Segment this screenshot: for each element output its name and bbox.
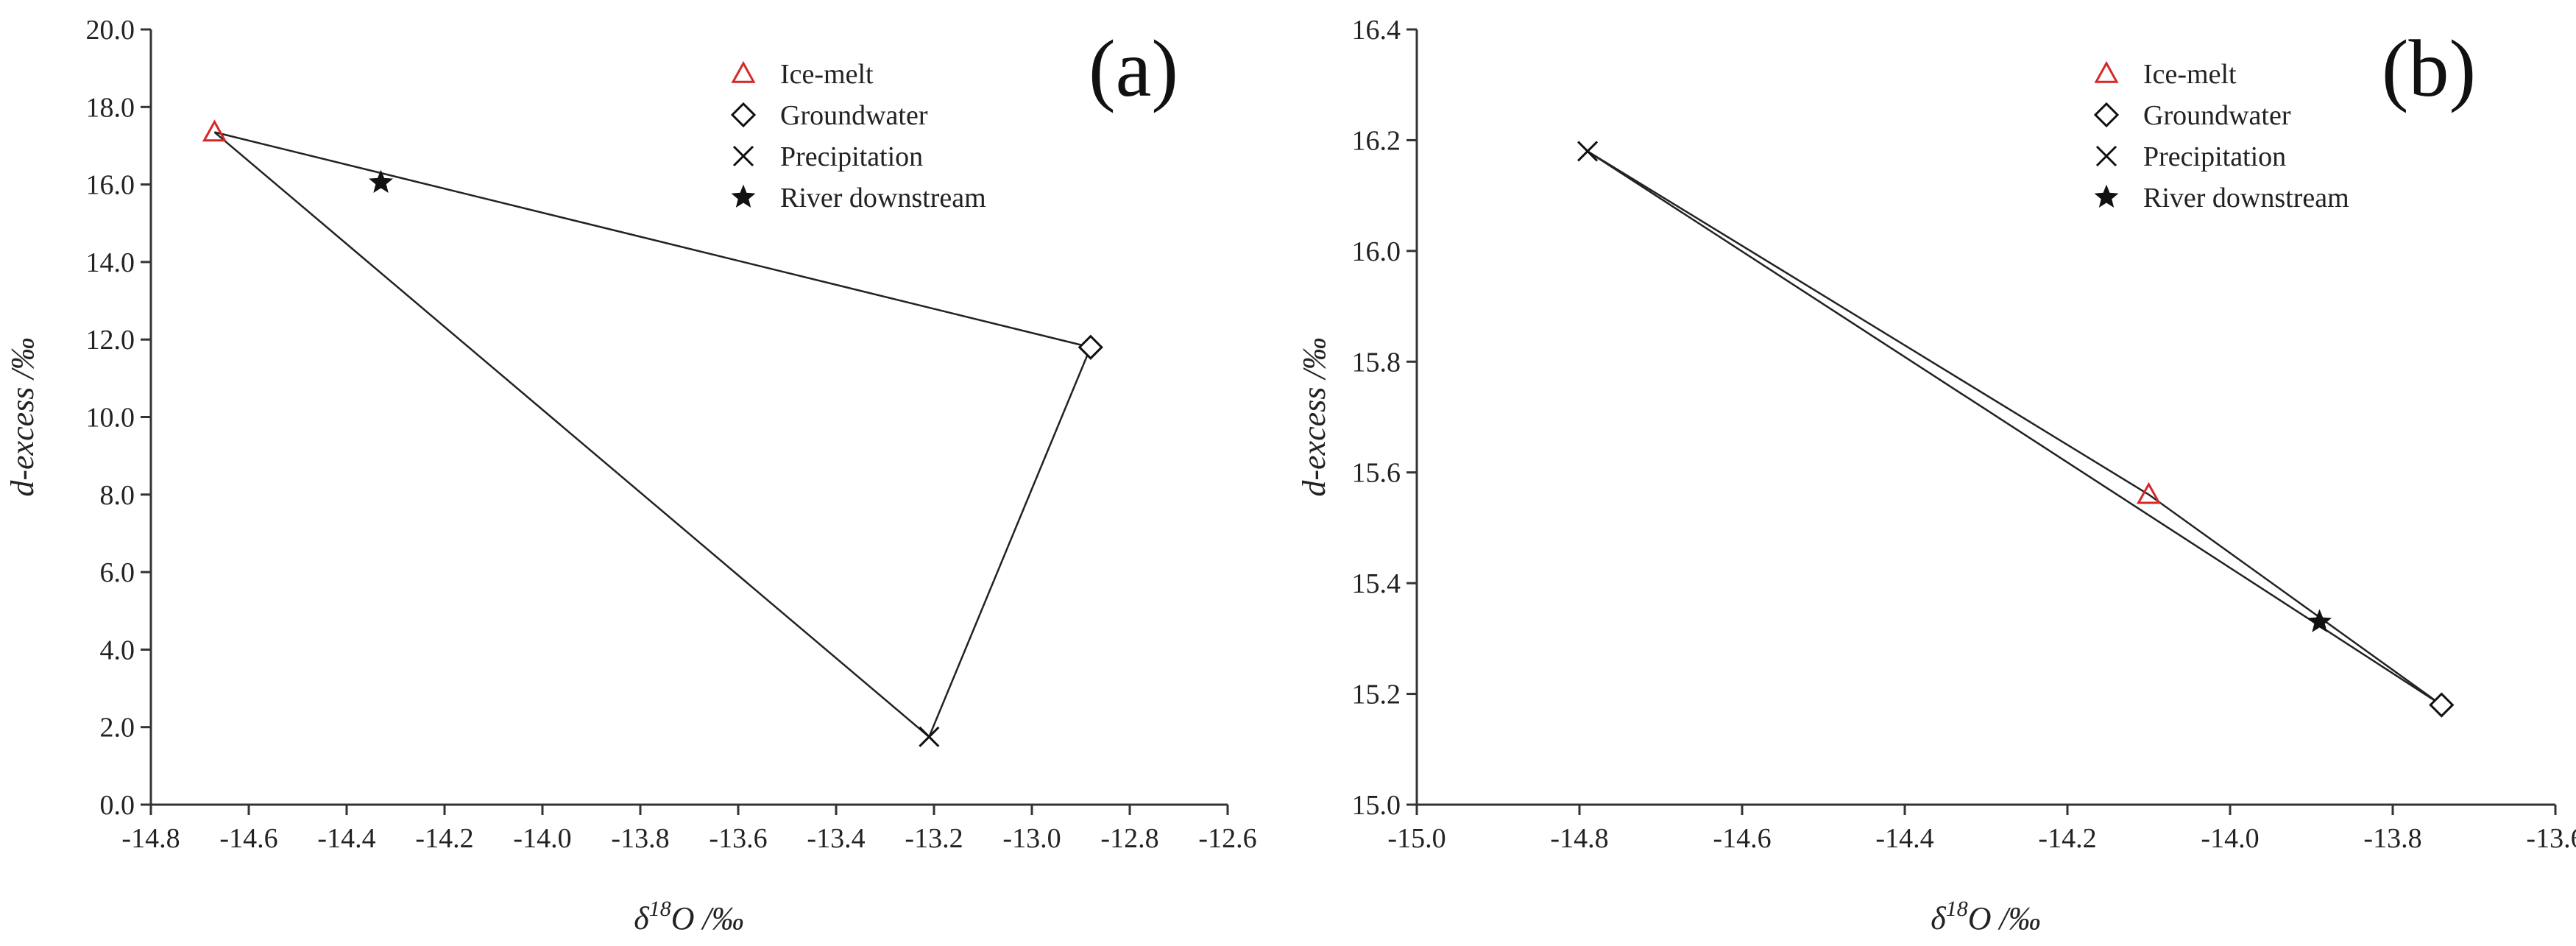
panel-a-x-axis-title: δ18O /‰ — [634, 897, 743, 936]
panel-a-legend-marker-precipitation — [732, 145, 754, 167]
panel-a-x-tick-label: -13.8 — [611, 823, 669, 854]
panel-a-y-tick-label: 8.0 — [100, 480, 135, 511]
panel-a-x-tick-label: -13.2 — [905, 823, 963, 854]
panel-b-mixing-line — [2148, 493, 2443, 706]
panel-a-legend-marker-river-downstream — [731, 184, 756, 208]
panel-b-mixing-line — [1587, 150, 2150, 495]
panel-a-y-axis-title: d-excess /‰ — [4, 337, 40, 496]
panel-a-label: (a) — [1089, 24, 1178, 113]
panel-b-y-tick-label: 16.4 — [1352, 15, 1401, 46]
panel-b-label: (b) — [2382, 24, 2476, 113]
panel-b-x-tick-label: -14.4 — [1875, 823, 1933, 854]
panel-b-legend: Ice-melt Groundwater Precipitation River do… — [2093, 59, 2349, 213]
panel-b-point-precipitation — [1577, 141, 1599, 162]
panel-a-y-tick-label: 6.0 — [100, 557, 135, 588]
panel-b-legend-marker-groundwater — [2093, 102, 2120, 128]
panel-b-y-axis-title: d-excess /‰ — [1296, 337, 1332, 496]
panel-a-point-ice-melt — [202, 119, 227, 142]
panel-b-y-tick-label: 15.0 — [1352, 790, 1401, 821]
panel-a-y-tick-label: 14.0 — [86, 247, 135, 278]
panel-a-y-tick-label: 10.0 — [86, 403, 135, 434]
panel-b-x-tick-label: -14.8 — [1550, 823, 1608, 854]
panel-a-chart: 0.0 2.0 4.0 6.0 8.0 10.0 12.0 14.0 16.0 18.0 20.0 -… — [4, 15, 1257, 936]
panel-b-x-tick-label: -14.0 — [2201, 823, 2259, 854]
panel-b-legend-marker-ice-melt — [2094, 60, 2119, 83]
panel-b-y-tick-label: 16.0 — [1352, 236, 1401, 267]
panel-a-x-tick-label: -14.6 — [219, 823, 277, 854]
panel-b-point-ice-melt — [2136, 481, 2162, 504]
panel-a-x-tick-label: -14.0 — [513, 823, 571, 854]
panel-b-x-tick-label: -14.2 — [2038, 823, 2096, 854]
panel-a-mixing-line — [214, 131, 1091, 348]
panel-b-mixing-line — [1587, 150, 2442, 706]
panel-a-point-river-downstream — [369, 169, 394, 193]
panel-a-x-tick-label: -13.4 — [807, 823, 865, 854]
panel-b-y-tick-label: 16.2 — [1352, 125, 1401, 156]
panel-b-chart: 15.0 15.2 15.4 15.6 15.8 16.0 16.2 16.4 -15.0 -14… — [1296, 15, 2576, 936]
panel-a-y-tick-label: 16.0 — [86, 170, 135, 201]
panel-a-y-tick-label: 0.0 — [100, 790, 135, 821]
panel-a-y-tick-label: 18.0 — [86, 92, 135, 123]
panel-b-legend-marker-river-downstream — [2094, 184, 2119, 208]
panel-a-y-tick-label: 2.0 — [100, 713, 135, 744]
panel-a-y-tick-label: 12.0 — [86, 325, 135, 356]
panel-b-y-tick-label: 15.4 — [1352, 568, 1401, 599]
panel-b-legend-label-river-downstream: River downstream — [2143, 183, 2349, 213]
panel-a-mixing-line — [928, 347, 1091, 738]
panel-b-y-tick-label: 15.2 — [1352, 680, 1401, 710]
panel-b-legend-label-precipitation: Precipitation — [2143, 141, 2286, 172]
panel-a-x-tick-label: -14.4 — [317, 823, 375, 854]
panel-a-point-groundwater — [1078, 334, 1103, 360]
panel-a-x-tick-label: -14.8 — [121, 823, 180, 854]
panel-b-legend-marker-precipitation — [2095, 145, 2117, 167]
panel-a-legend-marker-ice-melt — [731, 60, 756, 83]
panel-a-legend-label-river-downstream: River downstream — [780, 183, 986, 213]
panel-a-x-tick-label: -12.8 — [1100, 823, 1158, 854]
panel-a-x-tick-label: -13.0 — [1002, 823, 1061, 854]
panel-a-legend-label-precipitation: Precipitation — [780, 141, 923, 172]
panel-b-x-tick-label: -14.6 — [1713, 823, 1771, 854]
panel-a-y-tick-label: 20.0 — [86, 15, 135, 46]
panel-b-legend-label-groundwater: Groundwater — [2143, 100, 2291, 131]
panel-a-y-tick-label: 4.0 — [100, 635, 135, 666]
panel-b-y-tick-label: 15.8 — [1352, 347, 1401, 378]
panel-a-legend: Ice-melt Groundwater Precipitation River do… — [730, 59, 986, 213]
panel-b-x-tick-label: -13.6 — [2526, 823, 2576, 854]
panel-b-x-tick-label: -15.0 — [1387, 823, 1446, 854]
panel-a-point-precipitation — [919, 726, 940, 747]
panel-a-legend-marker-groundwater — [730, 102, 757, 128]
panel-b-point-river-downstream — [2307, 609, 2332, 632]
panel-b-y-tick-label: 15.6 — [1352, 458, 1401, 489]
panel-b-x-axis-title: δ18O /‰ — [1931, 897, 2040, 936]
panel-b-legend-label-ice-melt: Ice-melt — [2143, 59, 2237, 90]
panel-b-x-tick-label: -13.8 — [2363, 823, 2421, 854]
panel-a-x-tick-label: -12.6 — [1198, 823, 1256, 854]
panel-b-point-groundwater — [2429, 692, 2455, 718]
panel-a-x-tick-label: -13.6 — [709, 823, 767, 854]
panel-a-legend-label-ice-melt: Ice-melt — [780, 59, 874, 90]
panel-a-mixing-line — [213, 131, 930, 738]
panel-a-x-tick-label: -14.2 — [415, 823, 473, 854]
panel-a-legend-label-groundwater: Groundwater — [780, 100, 928, 131]
